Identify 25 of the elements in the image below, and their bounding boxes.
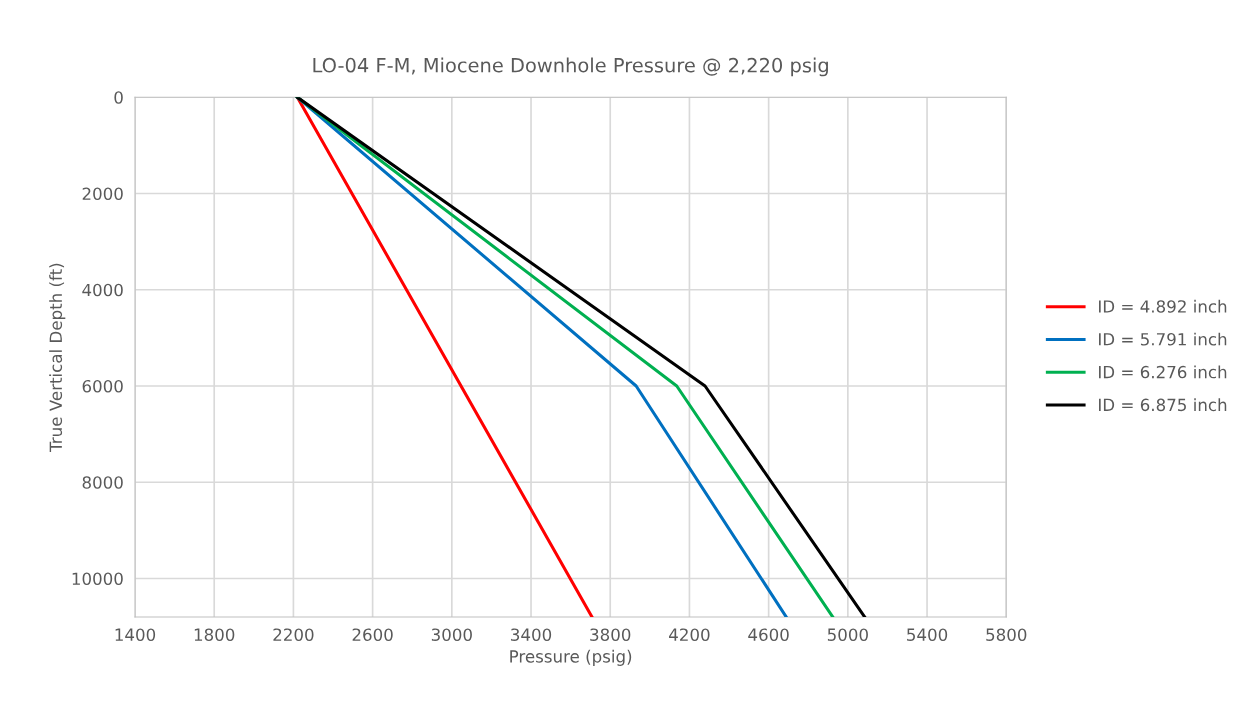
x-tick-label: 4600 [748, 628, 789, 641]
x-tick-label: 4200 [669, 628, 710, 641]
y-tick-label: 2000 [82, 187, 123, 201]
y-axis-title: True Vertical Depth (ft) [49, 263, 66, 452]
legend-label: ID = 6.875 inch [1099, 398, 1227, 412]
legend-label: ID = 5.791 inch [1099, 332, 1227, 346]
y-tick-label: 0 [114, 91, 123, 104]
x-tick-label: 1800 [194, 628, 235, 641]
legend-label: ID = 6.276 inch [1099, 365, 1227, 379]
x-tick-label: 5800 [986, 628, 1027, 641]
x-axis-title: Pressure (psig) [510, 649, 632, 666]
y-tick-label: 4000 [82, 283, 123, 297]
x-tick-label: 3000 [431, 628, 472, 641]
legend-label: ID = 4.892 inch [1099, 299, 1227, 313]
x-tick-label: 3400 [511, 628, 552, 641]
x-tick-label: 2600 [352, 628, 393, 641]
y-tick-label: 10000 [72, 572, 123, 586]
chart-title: LO-04 F-M, Miocene Downhole Pressure @ 2,220 psig [313, 57, 828, 77]
x-tick-label: 5400 [907, 628, 948, 641]
y-tick-label: 6000 [82, 379, 123, 393]
x-tick-label: 2200 [273, 628, 314, 641]
x-tick-label: 3800 [590, 628, 631, 641]
y-tick-label: 8000 [82, 476, 123, 489]
x-tick-label: 5000 [827, 628, 868, 641]
x-tick-label: 1400 [115, 628, 156, 641]
